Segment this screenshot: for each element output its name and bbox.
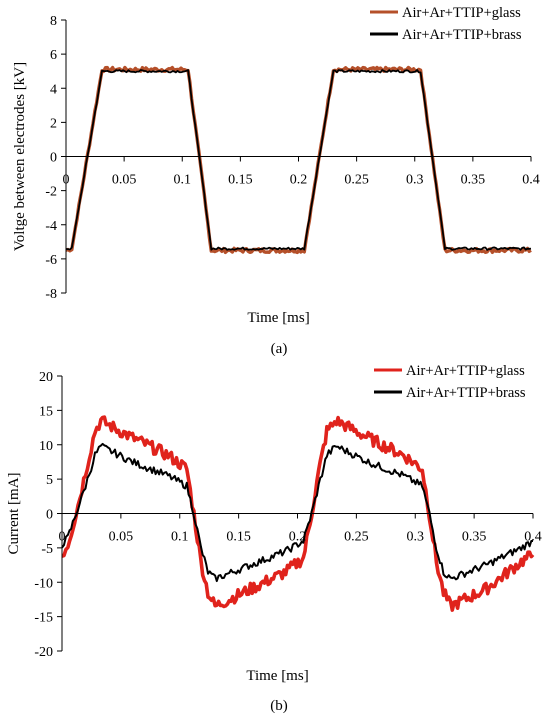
y-tick-label: 20 [39,370,53,385]
series-line-glass [61,415,535,612]
y-tick-label: 8 [50,14,57,29]
x-tick-label: 0.05 [112,173,137,188]
y-tick-label: -20 [34,645,53,660]
legend-label: Air+Ar+TTIP+glass [402,5,521,21]
y-tick-label: 10 [39,439,53,454]
legend-label: Air+Ar+TTIP+brass [402,27,522,43]
x-tick-label: 0.1 [171,530,189,545]
x-tick-label: 0.05 [109,530,134,545]
y-tick-label: 2 [50,116,57,131]
series-line-brass [61,442,533,583]
y-tick-label: 15 [39,404,53,419]
x-tick-label: 0.35 [462,530,487,545]
series-line-brass [65,69,532,251]
y-tick-label: 0 [50,151,57,166]
y-tick-label: -15 [34,611,53,626]
panel-label-a: (a) [271,341,288,357]
voltage-chart: -8 -6 -4 -2 0 2 4 6 8 0 0.05 0.1 0.15 0.2 0.25 0.3 0.35 0… [12,5,540,326]
x-tick-label: 0.4 [524,530,542,545]
y-tick-label: -4 [45,219,57,234]
x-axis-title: Time [ms] [246,668,308,684]
x-tick-label: 0.15 [228,173,253,188]
y-tick-label: -8 [45,287,57,302]
y-tick-label: -2 [45,185,57,200]
x-tick-label: 0.3 [406,173,424,188]
x-tick-label: 0.35 [461,173,486,188]
y-axis-title: Voltge between electrodes [kV] [12,62,28,251]
y-tick-label: 4 [50,82,57,97]
y-axis-title: Current [mA] [6,472,22,554]
y-tick-label: 0 [46,508,53,523]
x-tick-label: 0.2 [289,530,307,545]
legend-label: Air+Ar+TTIP+brass [406,385,526,401]
y-tick-label: -10 [34,576,53,591]
x-tick-label: 0 [59,530,66,545]
x-tick-label: 0.4 [522,173,540,188]
legend-label: Air+Ar+TTIP+glass [406,363,525,379]
x-tick-label: 0.25 [344,530,369,545]
y-tick-label: -5 [41,542,53,557]
x-axis-title: Time [ms] [247,310,309,326]
x-tick-label: 0.15 [226,530,251,545]
x-tick-label: 0.2 [290,173,308,188]
x-tick-label: 0.3 [407,530,425,545]
y-tick-label: 6 [50,48,57,63]
current-chart: -20 -15 -10 -5 0 5 10 15 20 0 0.05 0.1 0.15 0.2 0.25 0.… [6,363,542,684]
x-tick-label: 0.1 [174,173,192,188]
y-tick-label: 5 [46,473,53,488]
panel-label-b: (b) [270,698,288,714]
y-tick-label: -6 [45,253,57,268]
x-tick-label: 0.25 [344,173,369,188]
x-tick-label: 0 [63,173,70,188]
